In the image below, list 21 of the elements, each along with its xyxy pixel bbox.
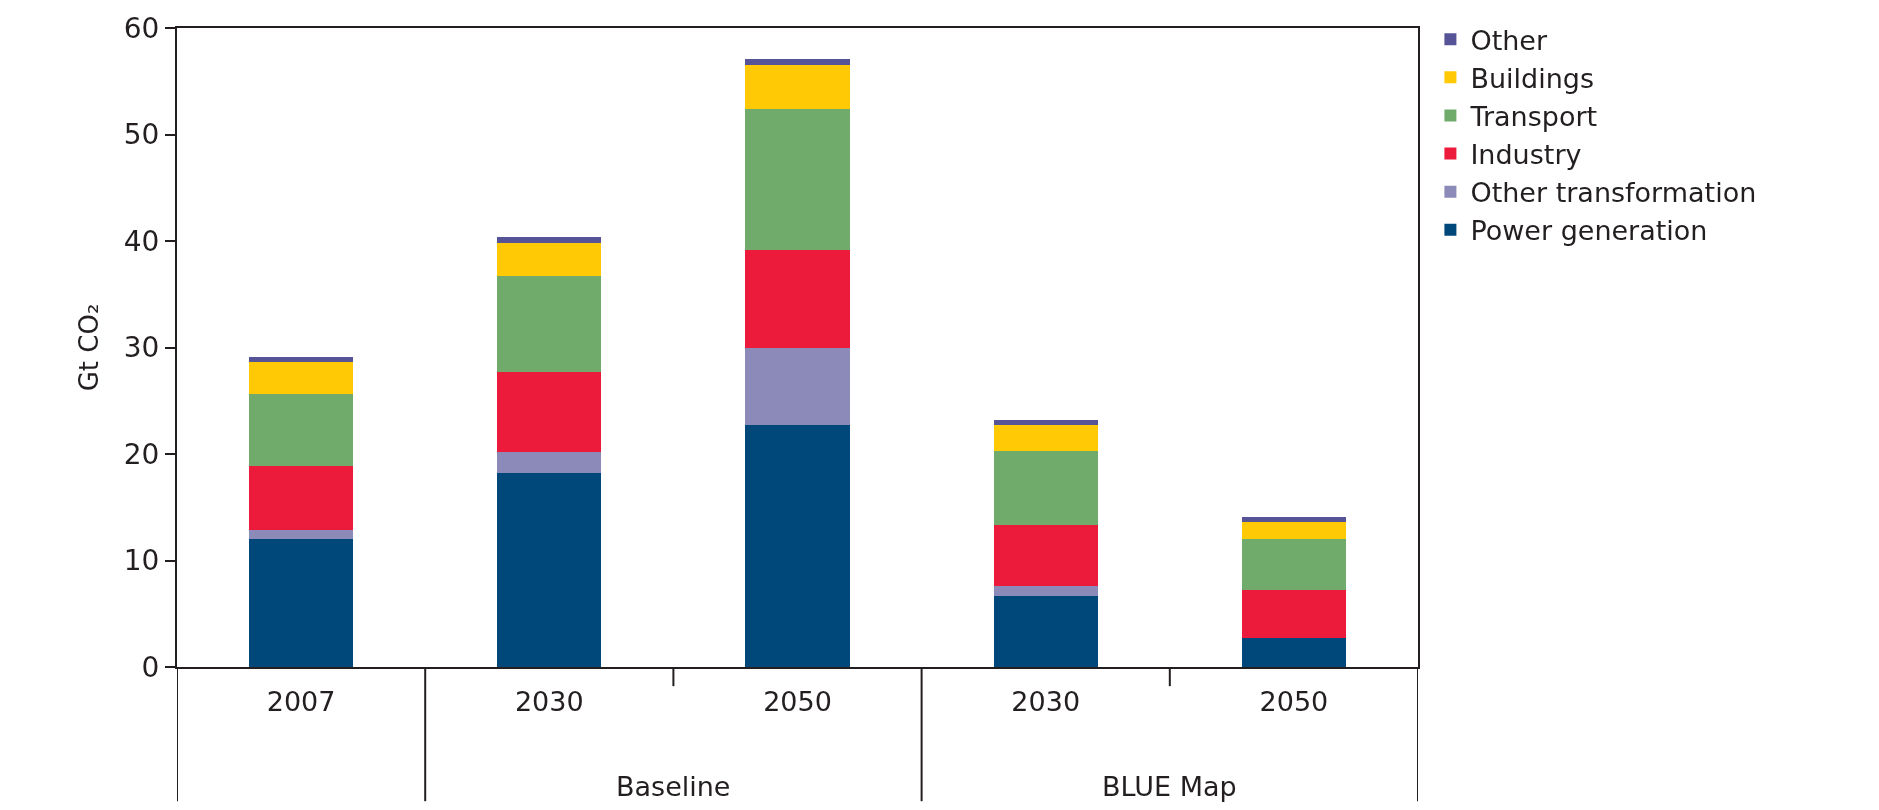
- legend-label: Other transformation: [1470, 177, 1757, 209]
- legend-label: Power generation: [1470, 215, 1708, 247]
- legend-label: Other: [1470, 24, 1548, 56]
- y-tick-label: 40: [123, 224, 160, 258]
- legend-label: Buildings: [1470, 62, 1595, 94]
- y-tick-label: 60: [123, 11, 160, 45]
- y-tick-label: 10: [123, 544, 160, 578]
- x-tick-label: 2030: [1011, 686, 1081, 718]
- y-tick-label: 20: [123, 437, 160, 471]
- y-tick-label: 30: [123, 331, 160, 365]
- x-tick-label: 2030: [514, 686, 584, 718]
- x-tick-label: 2050: [1259, 686, 1329, 718]
- y-tick-label: 0: [141, 650, 160, 684]
- legend-label: Transport: [1469, 101, 1598, 132]
- x-tick-label: 2007: [266, 686, 336, 718]
- x-tick-label: 2050: [763, 686, 832, 718]
- text: BLUE Map: [1102, 771, 1237, 802]
- y-axis-title: Gt CO₂: [73, 303, 104, 392]
- legend-label: Industry: [1470, 139, 1582, 171]
- text: Baseline: [616, 771, 731, 802]
- y-tick-label: 50: [123, 118, 160, 152]
